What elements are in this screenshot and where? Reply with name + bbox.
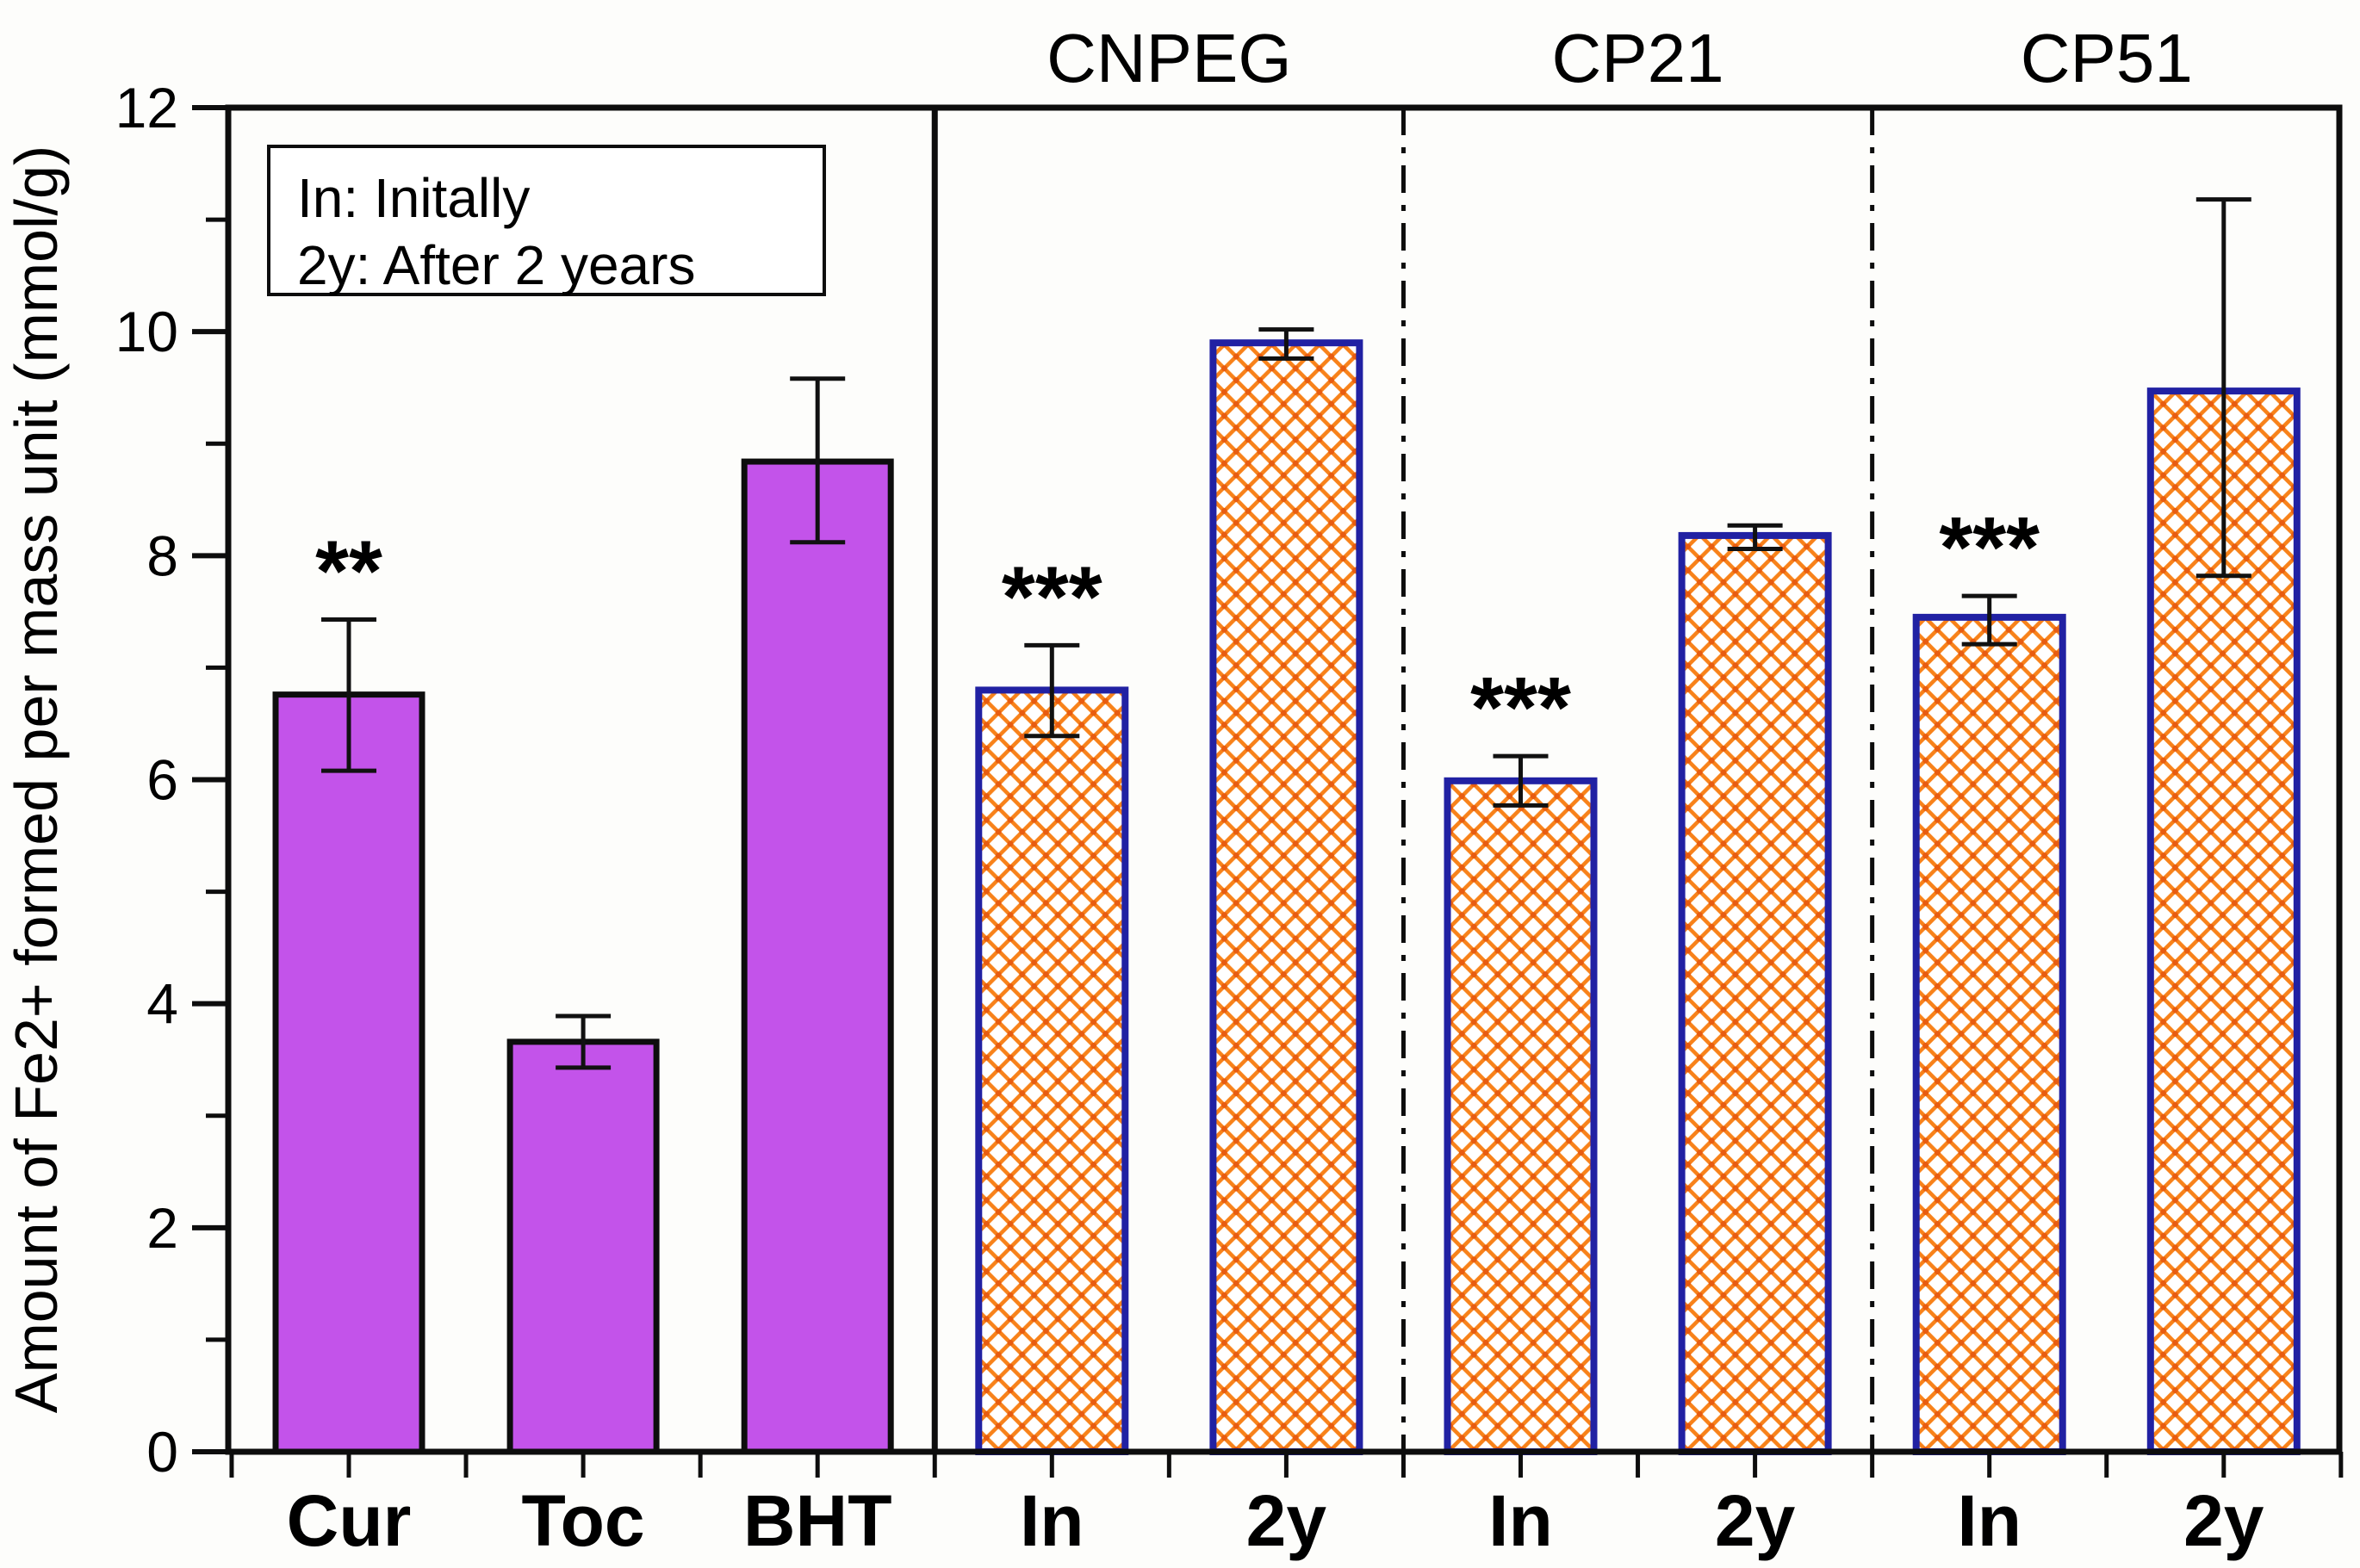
significance-marker: ***	[1002, 548, 1102, 645]
legend-box	[267, 145, 826, 296]
x-axis-label: Toc	[522, 1480, 645, 1561]
significance-marker: ***	[1939, 499, 2040, 596]
x-axis-label: In	[1957, 1480, 2022, 1561]
significance-marker: **	[315, 523, 382, 619]
y-tick-label: 10	[115, 300, 178, 363]
y-tick-label: 4	[146, 972, 178, 1036]
bar	[1678, 531, 1832, 1455]
y-tick-label: 0	[146, 1420, 178, 1484]
significance-marker: ***	[1470, 660, 1571, 756]
y-axis-title: Amount of Fe2+ formed per mass unit (mmo…	[3, 146, 70, 1414]
x-axis-label: Cur	[287, 1480, 412, 1561]
legend-text: 2y: After 2 years	[297, 234, 695, 296]
x-axis-label: 2y	[2183, 1480, 2264, 1561]
legend-text: In: Initally	[297, 167, 530, 229]
x-axis-label: In	[1020, 1480, 1084, 1561]
x-axis-label: 2y	[1246, 1480, 1327, 1561]
bar	[1209, 339, 1363, 1455]
y-tick-label: 12	[115, 76, 178, 139]
group-title: CNPEG	[1046, 20, 1292, 96]
bar	[741, 458, 894, 1455]
bar	[506, 1038, 660, 1455]
y-tick-label: 6	[146, 748, 178, 812]
group-title: CP51	[2021, 20, 2193, 96]
bar	[1912, 613, 2066, 1455]
x-axis-label: 2y	[1715, 1480, 1796, 1561]
group-title: CP21	[1551, 20, 1723, 96]
x-axis-label: In	[1488, 1480, 1553, 1561]
bar	[975, 686, 1129, 1455]
y-tick-label: 8	[146, 524, 178, 587]
x-axis-label: BHT	[743, 1480, 892, 1561]
y-tick-label: 2	[146, 1196, 178, 1260]
bar	[272, 691, 425, 1455]
bar	[1444, 777, 1598, 1455]
